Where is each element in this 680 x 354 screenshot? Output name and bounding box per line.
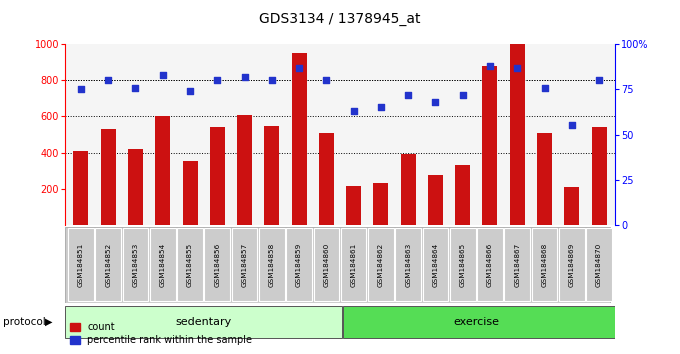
Text: GSM184858: GSM184858 [269,242,275,287]
Text: GSM184851: GSM184851 [78,242,84,287]
FancyBboxPatch shape [450,228,475,301]
FancyBboxPatch shape [505,228,530,301]
Text: GSM184855: GSM184855 [187,242,193,287]
Point [321,78,332,83]
Text: GSM184856: GSM184856 [214,242,220,287]
Bar [373,183,388,225]
Text: GSM184853: GSM184853 [133,242,139,287]
Text: GSM184870: GSM184870 [596,242,602,287]
FancyBboxPatch shape [586,228,612,301]
Point [566,123,577,129]
Text: GSM184862: GSM184862 [378,242,384,287]
Text: sedentary: sedentary [175,317,232,327]
Point [212,78,223,83]
Bar [182,161,197,225]
Point [267,78,277,83]
Text: GSM184861: GSM184861 [351,242,356,287]
Text: GSM184869: GSM184869 [568,242,575,287]
FancyBboxPatch shape [177,228,203,301]
Text: GSM184864: GSM184864 [432,242,439,287]
Bar [101,129,116,225]
Bar [319,133,334,225]
FancyBboxPatch shape [532,228,558,301]
Text: exercise: exercise [454,317,499,327]
FancyBboxPatch shape [343,306,615,338]
Text: GSM184863: GSM184863 [405,242,411,287]
Bar [592,127,607,225]
Bar [401,154,415,225]
Point [539,85,550,90]
Text: GSM184865: GSM184865 [460,242,466,287]
FancyBboxPatch shape [232,228,257,301]
Point [594,78,605,83]
Bar [428,175,443,225]
FancyBboxPatch shape [477,228,503,301]
Bar [155,116,170,225]
Legend: count, percentile rank within the sample: count, percentile rank within the sample [66,319,256,349]
Bar [564,187,579,225]
Point [457,92,468,98]
FancyBboxPatch shape [205,228,230,301]
FancyBboxPatch shape [259,228,285,301]
FancyBboxPatch shape [68,228,94,301]
Point [75,86,86,92]
FancyBboxPatch shape [65,306,342,338]
Text: GSM184868: GSM184868 [541,242,547,287]
FancyBboxPatch shape [122,228,148,301]
Text: GSM184854: GSM184854 [160,242,166,287]
FancyBboxPatch shape [313,228,339,301]
FancyBboxPatch shape [95,228,121,301]
Bar [455,165,470,225]
Text: GSM184860: GSM184860 [324,242,329,287]
Bar [210,127,225,225]
Bar [292,53,307,225]
Bar [346,186,361,225]
Text: GSM184857: GSM184857 [241,242,248,287]
Point [403,92,413,98]
Point [157,72,168,78]
FancyBboxPatch shape [559,228,585,301]
Bar [265,126,279,225]
FancyBboxPatch shape [286,228,312,301]
Point [130,85,141,90]
Text: GSM184867: GSM184867 [514,242,520,287]
Text: GSM184866: GSM184866 [487,242,493,287]
Bar [128,149,143,225]
Bar [510,44,525,225]
Text: protocol: protocol [3,317,46,327]
FancyBboxPatch shape [395,228,421,301]
Point [375,105,386,110]
Text: GSM184852: GSM184852 [105,242,112,287]
Bar [537,133,552,225]
Bar [237,115,252,225]
FancyBboxPatch shape [422,228,448,301]
Point [294,65,305,70]
Text: GSM184859: GSM184859 [296,242,302,287]
Point [239,74,250,80]
Point [348,108,359,114]
Bar [483,66,498,225]
Point [430,99,441,105]
Bar [73,151,88,225]
FancyBboxPatch shape [150,228,175,301]
Point [184,88,195,94]
Point [485,63,496,69]
Point [512,65,523,70]
Point [103,78,114,83]
FancyBboxPatch shape [341,228,367,301]
Text: GDS3134 / 1378945_at: GDS3134 / 1378945_at [259,12,421,27]
FancyBboxPatch shape [368,228,394,301]
Text: ▶: ▶ [45,317,53,327]
